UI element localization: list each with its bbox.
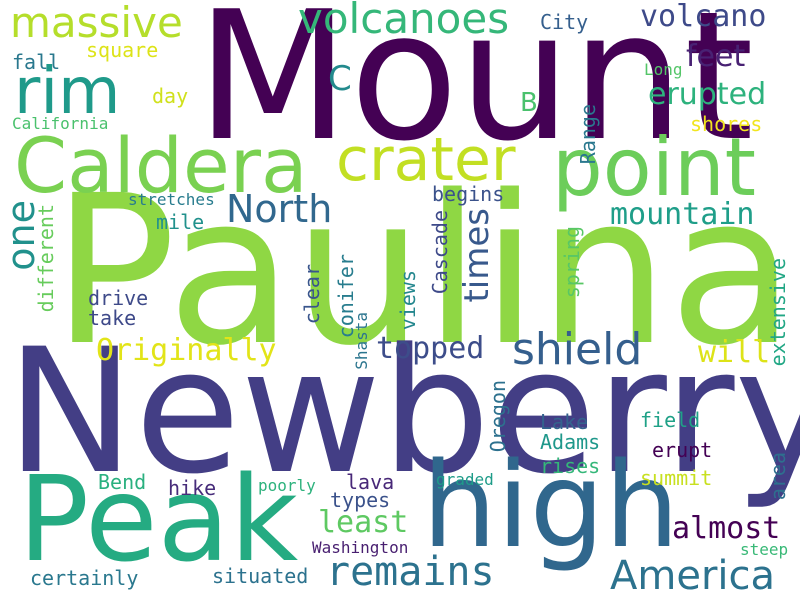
word-lava: lava [346,470,395,494]
word-mount: Mount [196,0,754,180]
word-bend: Bend [98,470,147,494]
word-range: Range [576,104,600,165]
word-feet: feet [686,39,746,74]
word-fall: fall [12,50,61,74]
word-situated: situated [212,564,309,588]
word-spring: spring [560,226,584,299]
word-rises: rises [540,454,601,478]
word-newberry: Newberry [6,311,800,512]
word-erupted: erupted [648,77,767,112]
word-topped: topped [376,331,485,366]
word-mile: mile [156,210,205,234]
word-b: B [520,88,538,118]
word-area: area [766,452,790,501]
word-erupt: erupt [652,438,713,462]
word-crater: crater [336,125,516,195]
word-views: views [396,270,420,331]
word-shasta: Shasta [352,312,371,370]
word-least: least [318,505,409,540]
word-square: square [86,38,159,62]
word-almost: almost [672,511,781,546]
word-stretches: stretches [128,190,215,209]
word-mountain: mountain [610,197,755,232]
word-poorly: poorly [258,476,316,495]
word-volcanoes: volcanoes [298,0,510,43]
word-summit: summit [640,466,713,490]
word-originally: Originally [96,333,277,368]
word-day: day [152,84,189,108]
word-peak: Peak [18,450,299,588]
word-high: high [422,436,680,574]
word-adams: Adams [540,430,601,454]
word-california: California [12,114,109,133]
word-shield: shield [512,324,643,375]
word-c: C [328,59,352,99]
word-point: point [552,121,757,214]
word-graded: graded [436,470,494,489]
word-times: times [457,208,497,303]
word-remains: remains [326,549,495,595]
word-cascade: Cascade [428,210,452,295]
word-long: Long [644,60,683,79]
word-volcano: volcano [640,0,767,34]
word-caldera: Caldera [14,121,308,210]
word-clear: clear [300,264,324,325]
word-field: field [640,408,701,432]
word-paulina: Paulina [52,151,796,391]
word-lake: Lake [540,410,589,434]
word-begins: begins [432,182,505,206]
word-will: will [698,335,771,370]
word-washington: Washington [312,538,409,557]
word-city: City [540,10,589,34]
word-oregon: Oregon [486,380,510,453]
word-extensive: extensive [766,258,790,367]
word-america: America [610,553,775,599]
word-steep: steep [740,540,789,559]
word-types: types [330,488,391,512]
word-shores: shores [690,112,763,136]
word-certainly: certainly [30,566,139,590]
word-take: take [88,306,137,330]
word-rim: rim [14,55,121,129]
word-north: North [226,187,333,231]
word-hike: hike [168,476,217,500]
word-massive: massive [10,0,183,47]
word-different: different [34,204,58,313]
word-drive: drive [88,286,149,310]
